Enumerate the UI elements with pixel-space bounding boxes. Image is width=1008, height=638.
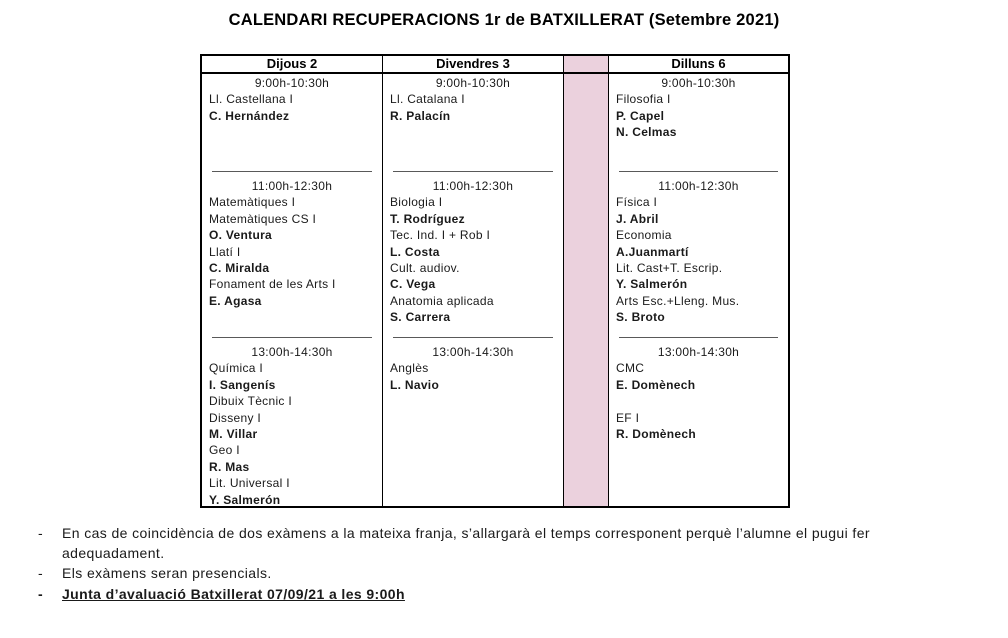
teacher-name: R. Palacín	[390, 108, 451, 123]
subject-name: EF I	[616, 410, 640, 425]
column-header-divendres-3: Divendres 3	[382, 56, 563, 74]
subject-name: Disseny I	[209, 410, 262, 425]
teacher-name: C. Hernández	[209, 108, 290, 123]
schedule-cell: 11:00h-12:30h Biologia I T. Rodríguez Tec. …	[382, 169, 563, 335]
subject-name: Biologia I	[390, 195, 443, 210]
time-slot: 9:00h-10:30h	[435, 76, 511, 90]
note-dash: -	[38, 525, 44, 541]
subject-name: Anatomia aplicada	[390, 293, 494, 308]
subject-name: Cult. audiov.	[390, 261, 460, 276]
spacer-header-cell	[563, 56, 608, 74]
spacer-column	[563, 74, 608, 506]
teacher-name: A.Juanmartí	[616, 244, 689, 259]
block-separator	[212, 337, 372, 338]
subject-name: Ll. Catalana I	[390, 92, 465, 107]
teacher-name: C. Vega	[390, 277, 436, 292]
note-text: Junta d’avaluació Batxillerat 07/09/21 a…	[62, 585, 405, 602]
subject-name: Física I	[616, 195, 658, 210]
block-separator	[393, 171, 553, 172]
teacher-name: E. Domènech	[616, 377, 696, 392]
subject-name: Arts Esc.+Lleng. Mus.	[616, 293, 740, 308]
teacher-name: S. Carrera	[390, 310, 451, 325]
subject-name: Lit. Cast+T. Escrip.	[616, 261, 723, 276]
teacher-name: Y. Salmerón	[209, 492, 281, 506]
time-slot: 11:00h-12:30h	[251, 179, 333, 193]
schedule-cell: 9:00h-10:30h Ll. Castellana I C. Hernández	[202, 74, 382, 169]
subject-name: Llatí I	[209, 244, 241, 259]
time-slot: 9:00h-10:30h	[254, 76, 330, 90]
note-dash: -	[38, 585, 44, 602]
teacher-name: E. Agasa	[209, 293, 262, 308]
column-header-dijous-2: Dijous 2	[202, 56, 382, 74]
teacher-name: Y. Salmerón	[616, 277, 688, 292]
note-dash: -	[38, 565, 44, 581]
teacher-name: S. Broto	[616, 310, 666, 325]
subject-name: Matemàtiques CS I	[209, 211, 317, 226]
teacher-name: J. Abril	[616, 211, 659, 226]
teacher-name: T. Rodríguez	[390, 211, 465, 226]
subject-name: Anglès	[390, 361, 429, 376]
teacher-name: N. Celmas	[616, 125, 677, 140]
teacher-name: L. Navio	[390, 377, 440, 392]
subject-name: CMC	[616, 361, 645, 376]
schedule-cell: 11:00h-12:30h Matemàtiques I Matemàtiques …	[202, 169, 382, 335]
subject-name	[609, 393, 788, 409]
schedule-table: Dijous 2 Divendres 3 Dilluns 6 9:00h-10:…	[200, 54, 790, 508]
subject-name: Fonament de les Arts I	[209, 277, 336, 292]
schedule-cell: 9:00h-10:30h Filosofia I P. Capel N. Celmas	[608, 74, 788, 169]
subject-name: Geo I	[209, 443, 240, 458]
block-separator	[619, 171, 778, 172]
document-title: CALENDARI RECUPERACIONS 1r de BATXILLERA…	[228, 11, 780, 29]
note-item-junta-avaluacio: - Junta d’avaluació Batxillerat 07/09/21…	[38, 585, 990, 605]
subject-name: Lit. Universal I	[209, 476, 290, 491]
teacher-name: I. Sangenís	[209, 377, 276, 392]
time-slot: 11:00h-12:30h	[432, 179, 514, 193]
block-separator	[212, 171, 372, 172]
note-text: Els exàmens seran presencials.	[62, 565, 272, 581]
block-separator	[393, 337, 553, 338]
teacher-name: M. Villar	[209, 427, 258, 442]
time-slot: 11:00h-12:30h	[658, 179, 739, 193]
time-slot: 13:00h-14:30h	[657, 345, 740, 359]
teacher-name: O. Ventura	[209, 228, 273, 243]
subject-name: Ll. Castellana I	[209, 92, 294, 107]
schedule-cell: 11:00h-12:30h Física I J. Abril Economia A.J…	[608, 169, 788, 335]
note-item: - En cas de coincidència de dos exàmens …	[38, 524, 990, 563]
teacher-name: R. Mas	[209, 459, 250, 474]
note-text: En cas de coincidència de dos exàmens a …	[62, 525, 870, 561]
footer-notes: - En cas de coincidència de dos exàmens …	[38, 524, 990, 605]
teacher-name: P. Capel	[616, 108, 665, 123]
time-slot: 13:00h-14:30h	[251, 345, 333, 359]
subject-name: Economia	[616, 228, 672, 243]
teacher-name: L. Costa	[390, 244, 440, 259]
time-slot: 9:00h-10:30h	[661, 76, 736, 90]
subject-name: Tec. Ind. I + Rob I	[390, 228, 491, 243]
schedule-cell: 13:00h-14:30h Anglès L. Navio	[382, 335, 563, 506]
teacher-name: R. Domènech	[616, 427, 696, 442]
time-slot: 13:00h-14:30h	[432, 345, 514, 359]
subject-name: Química I	[209, 361, 264, 376]
block-separator	[619, 337, 778, 338]
subject-name: Dibuix Tècnic I	[209, 394, 292, 409]
subject-name: Matemàtiques I	[209, 195, 296, 210]
subject-name: Filosofia I	[616, 92, 671, 107]
column-header-dilluns-6: Dilluns 6	[608, 56, 788, 74]
note-item: - Els exàmens seran presencials.	[38, 564, 990, 584]
schedule-cell: 13:00h-14:30h CMC E. Domènech EF I R. Domène…	[608, 335, 788, 506]
schedule-cell: 13:00h-14:30h Química I I. Sangenís Dibuix …	[202, 335, 382, 506]
teacher-name: C. Miralda	[209, 261, 270, 276]
schedule-cell: 9:00h-10:30h Ll. Catalana I R. Palacín	[382, 74, 563, 169]
